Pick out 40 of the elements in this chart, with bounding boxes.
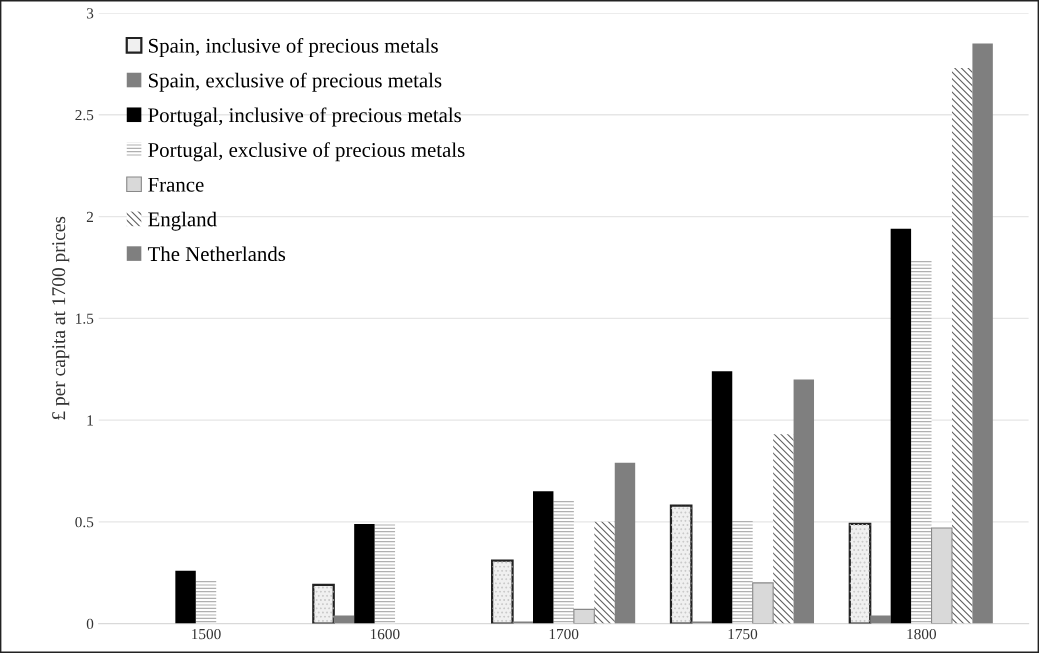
bar xyxy=(195,580,217,624)
bar xyxy=(573,608,595,624)
bar xyxy=(553,499,574,624)
x-tick-label: 1800 xyxy=(907,628,937,640)
legend-label: Spain, exclusive of precious metals xyxy=(148,72,442,92)
bar xyxy=(951,68,973,624)
x-tick-label: 1600 xyxy=(370,628,400,640)
y-tick-label: 3 xyxy=(86,8,94,19)
y-tick-label: 1 xyxy=(87,415,93,426)
y-tick-label: 2.5 xyxy=(75,110,94,121)
bar xyxy=(972,43,993,624)
bar xyxy=(533,491,554,624)
bar xyxy=(793,379,815,624)
x-tick-label: 1700 xyxy=(549,628,579,640)
x-tick-label: 1500 xyxy=(192,628,221,640)
legend-label: The Netherlands xyxy=(147,246,286,262)
y-tick-label: 0 xyxy=(86,618,94,630)
bar xyxy=(333,615,355,624)
legend-label: Spain, inclusive of precious metals xyxy=(148,37,438,58)
bar xyxy=(374,523,396,624)
legend-label: England xyxy=(148,211,217,231)
y-tick-label: 2 xyxy=(86,211,93,222)
bar xyxy=(354,523,375,624)
y-axis-title: £ per capita at 1700 prices xyxy=(52,216,70,420)
legend-label: Portugal, exclusive of precious metals xyxy=(148,142,465,162)
bar xyxy=(911,259,932,624)
bar xyxy=(930,527,953,624)
bar xyxy=(711,371,733,624)
legend-label: France xyxy=(148,177,204,192)
bar xyxy=(752,582,774,624)
bar xyxy=(614,462,636,624)
bar xyxy=(890,228,912,624)
bar xyxy=(594,521,615,624)
bar xyxy=(870,615,891,624)
bar xyxy=(175,570,196,624)
legend-label: Portugal, inclusive of precious metals xyxy=(148,107,461,127)
x-tick-label: 1750 xyxy=(728,628,758,640)
bar xyxy=(732,519,753,624)
y-tick-label: 1.5 xyxy=(76,313,94,324)
y-tick-label: 0.5 xyxy=(75,517,94,528)
